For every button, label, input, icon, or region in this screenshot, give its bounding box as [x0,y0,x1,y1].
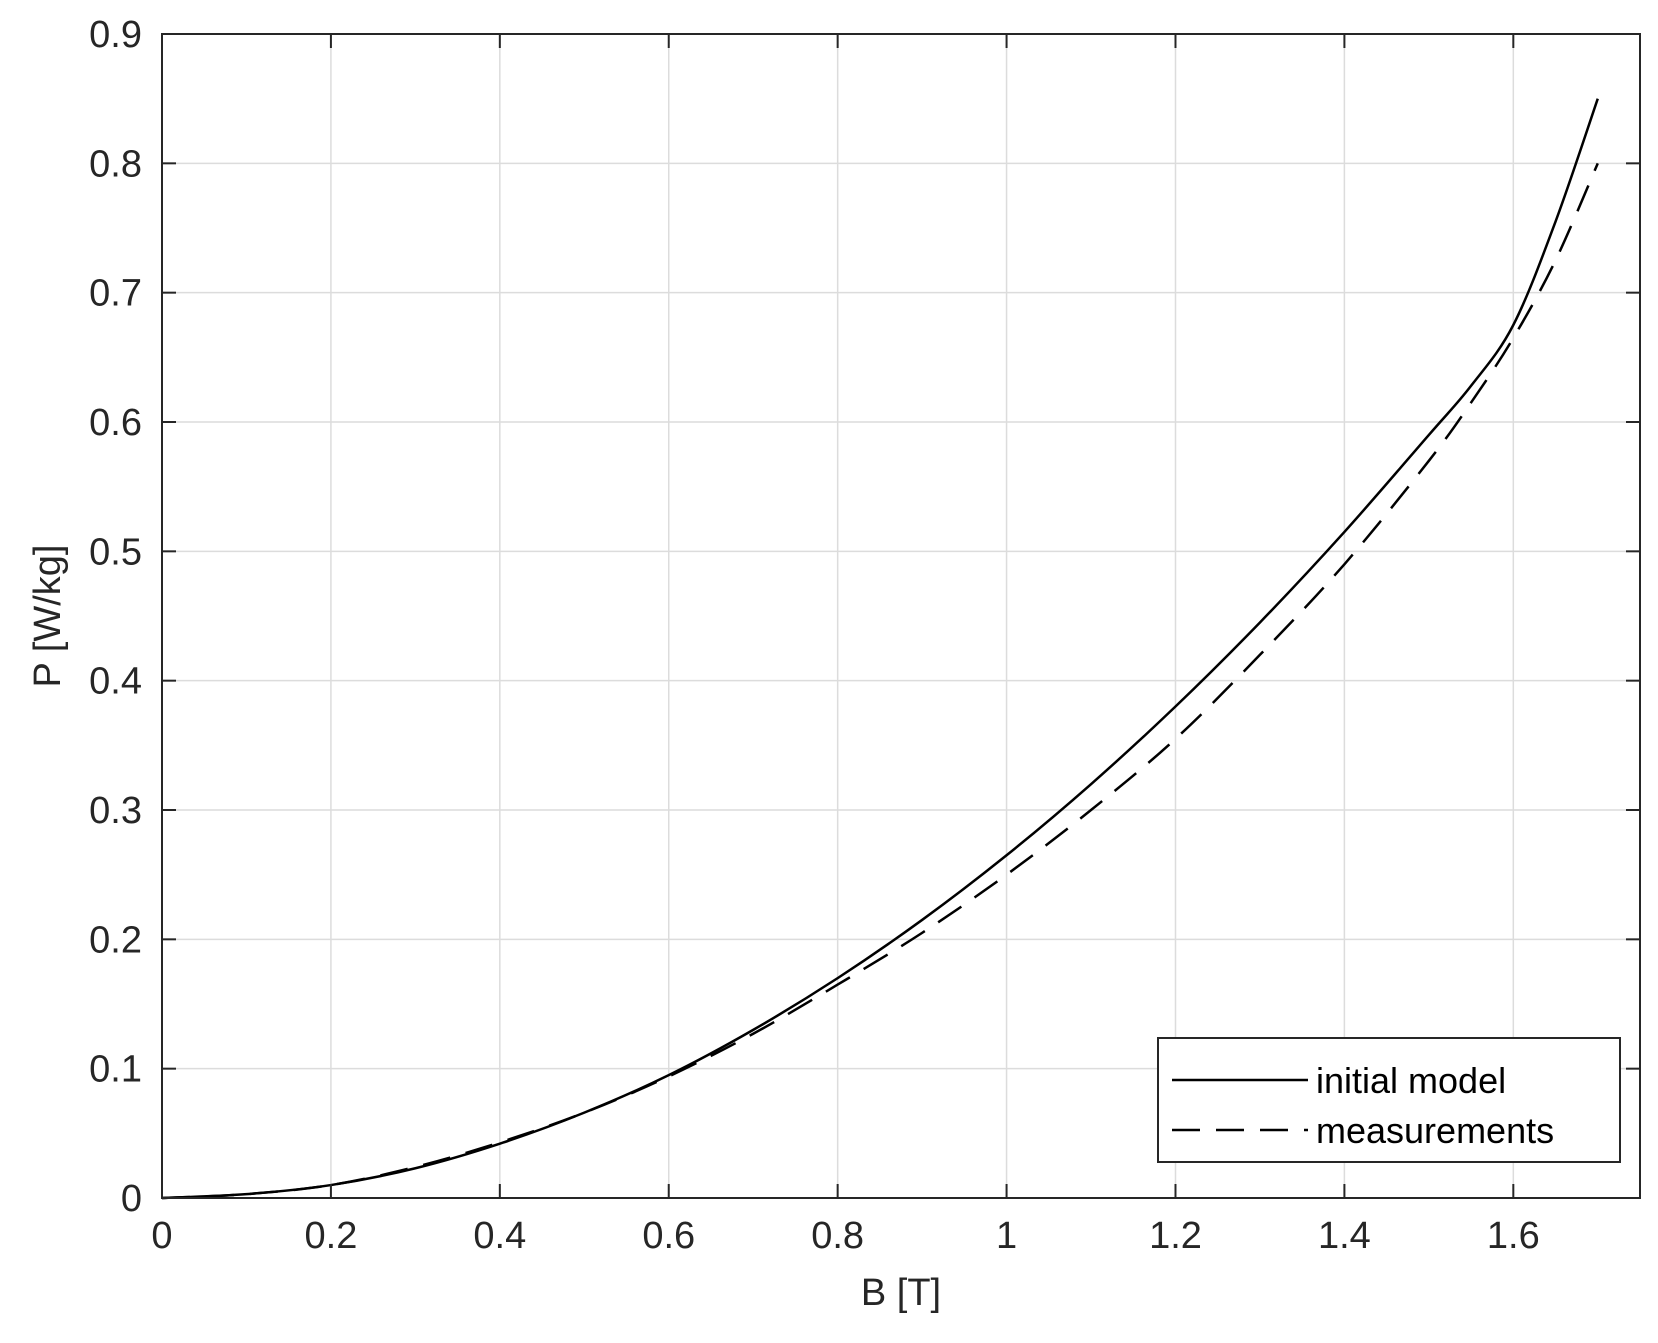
x-tick-label: 1.2 [1149,1215,1202,1257]
y-tick-label: 0.1 [89,1049,142,1091]
x-axis-label: B [T] [861,1272,941,1314]
y-tick-label: 0.2 [89,919,142,961]
x-tick-label: 1 [996,1215,1017,1257]
y-tick-label: 0.7 [89,273,142,315]
plot-series [161,98,1599,1200]
y-tick-label: 0 [121,1178,142,1220]
series-line-initial-model [161,98,1599,1200]
ticks: 0 0.2 0.4 0.6 0.8 1 1.2 1.4 1.6 0 0.1 0.2 0.3 0.4 0.5 0… [89,14,1640,1257]
grid [162,34,1640,1198]
legend-label-initial-model: initial model [1316,1060,1506,1101]
legend-label-measurements: measurements [1316,1110,1554,1151]
x-tick-label: 1.4 [1318,1215,1371,1257]
x-tick-label: 0.2 [305,1215,358,1257]
legend-box [1157,1037,1621,1163]
x-tick-label: 0.4 [473,1215,526,1257]
series-line-measurements [161,162,1599,1200]
y-tick-label: 0.9 [89,14,142,56]
y-tick-label: 0.3 [89,790,142,832]
x-tick-label: 0 [151,1215,172,1257]
y-tick-label: 0.8 [89,143,142,185]
y-tick-label: 0.4 [89,661,142,703]
y-tick-label: 0.5 [89,531,142,573]
legend: initial model measurements [1157,1037,1621,1163]
y-axis-label: P [W/kg] [27,545,69,688]
x-tick-label: 0.8 [811,1215,864,1257]
plot-area-border [161,33,1641,1199]
y-tick-label: 0.6 [89,402,142,444]
x-tick-label: 0.6 [642,1215,695,1257]
axes [161,33,1641,1199]
x-tick-label: 1.6 [1487,1215,1540,1257]
